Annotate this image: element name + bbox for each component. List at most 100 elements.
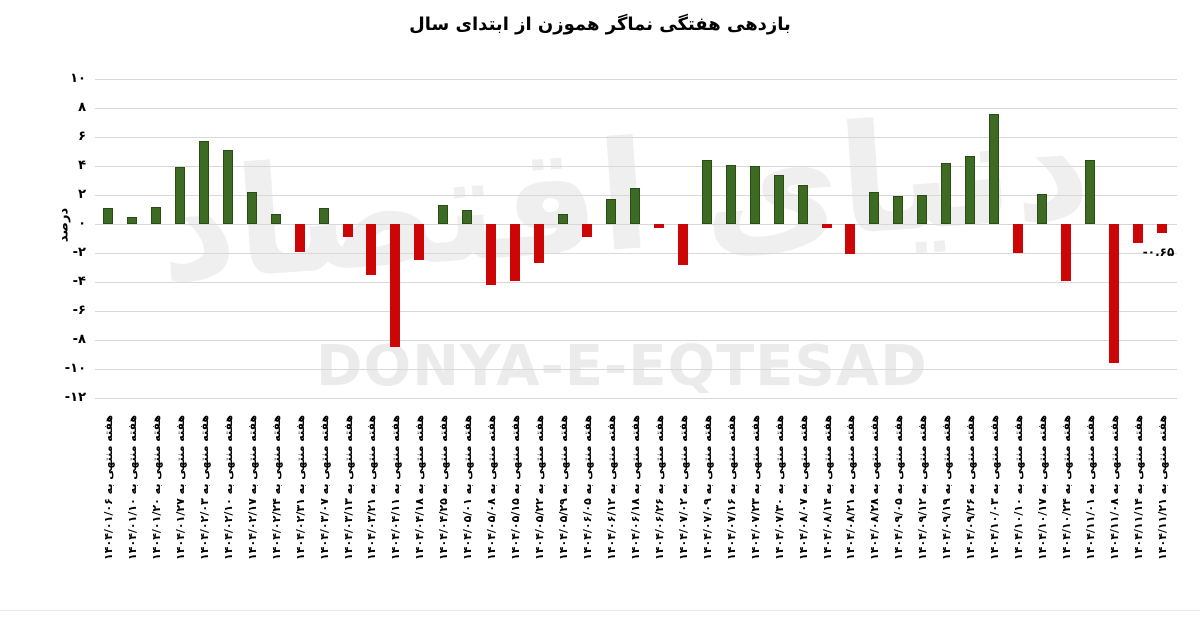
chart-bar [1013, 224, 1024, 253]
x-tick-label: هفته منتهی به ۱۴۰۴/۰۲/۰۳ [197, 415, 211, 560]
chart-bar [917, 195, 928, 224]
x-tick-label: هفته منتهی به ۱۴۰۴/۰۵/۲۹ [557, 415, 571, 560]
x-tick-label: هفته منتهی به ۱۴۰۴/۱۰/۲۴ [1060, 415, 1073, 560]
y-tick-label: ۴ [78, 158, 86, 173]
x-tick-label: هفته منتهی به ۱۴۰۴/۰۱/۱۰ [125, 415, 139, 560]
chart-bar [701, 160, 712, 224]
chart-bar [582, 224, 592, 238]
x-tick-label: هفته منتهی به ۱۴۰۴/۰۱/۰۶ [102, 415, 115, 560]
chart-bar [342, 224, 353, 238]
x-tick-label: هفته منتهی به ۱۴۰۴/۰۶/۱۸ [628, 415, 642, 560]
y-tick-label: ۶ [78, 129, 86, 144]
y-tick-label: -۲ [72, 245, 86, 260]
y-tick-label: ۲ [78, 187, 86, 202]
x-tick-label: هفته منتهی به ۱۴۰۴/۱۱/۲۱ [1155, 415, 1169, 560]
gridline [95, 166, 1177, 167]
chart-bar [845, 224, 856, 255]
x-tick-label: هفته منتهی به ۱۴۰۴/۰۵/۰۱ [461, 415, 475, 560]
chart-bar [246, 192, 257, 224]
chart-bar [414, 224, 425, 261]
x-tick-label: هفته منتهی به ۱۴۰۴/۰۷/۳۰ [772, 415, 786, 560]
y-tick-label: -۶ [72, 303, 86, 318]
chart-bar [965, 155, 976, 224]
x-tick-label: هفته منتهی به ۱۴۰۴/۰۴/۱۱ [389, 415, 403, 560]
chart-title: بازدهی هفتگی نماگر هموزن از ابتدای سال [409, 14, 791, 35]
chart-bar [534, 224, 545, 264]
chart-bar [366, 224, 377, 275]
chart-bar [629, 187, 640, 224]
x-tick-label: هفته منتهی به ۱۴۰۴/۰۳/۰۷ [317, 415, 331, 560]
chart-bar [1156, 224, 1167, 234]
x-tick-label: هفته منتهی به ۱۴۰۴/۰۵/۱۵ [509, 415, 523, 560]
chart-bar [174, 167, 185, 224]
x-tick-label: هفته منتهی به ۱۴۰۴/۱۱/۱۴ [1131, 415, 1145, 560]
x-tick-label: هفته منتهی به ۱۴۰۴/۱۰/۱۰ [1012, 415, 1026, 560]
gridline [95, 79, 1177, 80]
gridline [95, 340, 1177, 341]
x-tick-label: هفته منتهی به ۱۴۰۴/۰۹/۰۵ [892, 415, 906, 560]
x-tick-label: هفته منتهی به ۱۴۰۴/۰۸/۲۸ [868, 415, 882, 560]
chart-bar [126, 216, 137, 224]
chart-bar [821, 224, 832, 229]
x-tick-label: هفته منتهی به ۱۴۰۴/۱۰/۰۳ [988, 415, 1002, 560]
x-tick-label: هفته منتهی به ۱۴۰۴/۰۲/۲۴ [269, 415, 283, 560]
x-tick-label: هفته منتهی به ۱۴۰۴/۰۲/۱۷ [245, 415, 259, 560]
x-tick-label: هفته منتهی به ۱۴۰۴/۰۶/۱۲ [604, 415, 618, 560]
chart-bar [462, 209, 473, 224]
gridline [95, 108, 1177, 109]
x-tick-label: هفته منتهی به ۱۴۰۴/۰۴/۱۸ [413, 415, 427, 560]
x-tick-label: هفته منتهی به ۱۴۰۴/۰۵/۲۲ [533, 415, 547, 560]
x-tick-label: هفته منتهی به ۱۴۰۴/۰۸/۰۷ [796, 415, 810, 560]
chart-bar [198, 141, 209, 224]
x-tick-label: هفته منتهی به ۱۴۰۴/۰۵/۰۸ [485, 415, 499, 560]
chart-bar [1037, 193, 1048, 224]
x-tick-label: هفته منتهی به ۱۴۰۴/۰۱/۲۷ [173, 415, 187, 560]
gridline [95, 398, 1177, 399]
x-tick-label: هفته منتهی به ۱۴۰۴/۰۶/۲۶ [652, 415, 666, 560]
x-tick-label: هفته منتهی به ۱۴۰۴/۰۱/۲۰ [149, 415, 163, 560]
chart-bar [1132, 224, 1143, 243]
x-tick-label: هفته منتهی به ۱۴۰۴/۰۲/۱۰ [221, 415, 235, 560]
chart-bar [558, 213, 569, 224]
chart-bar [1108, 224, 1119, 364]
chart-bar [677, 224, 688, 265]
chart-bar [150, 206, 161, 224]
x-tick-label: هفته منتهی به ۱۴۰۴/۱۱/۰۱ [1083, 415, 1097, 560]
y-tick-label: ۸ [78, 100, 86, 115]
chart-bar [989, 113, 1000, 224]
y-tick-label: ۱۰ [70, 71, 86, 86]
last-value-annotation: -۰.۶۵ [1142, 245, 1175, 259]
x-tick-label: هفته منتهی به ۱۴۰۴/۰۲/۳۱ [293, 415, 307, 560]
chart-bar [797, 184, 808, 224]
x-tick-label: هفته منتهی به ۱۴۰۴/۱۱/۰۸ [1107, 415, 1121, 560]
gridline [95, 137, 1177, 138]
y-tick-label: ۰ [78, 216, 86, 231]
chart-bar [103, 208, 113, 224]
x-tick-label: هفته منتهی به ۱۴۰۴/۰۷/۰۲ [676, 415, 690, 560]
gridline [95, 224, 1177, 225]
x-tick-label: هفته منتهی به ۱۴۰۴/۰۸/۲۱ [844, 415, 858, 560]
y-tick-label: -۴ [72, 274, 86, 289]
x-tick-label: هفته منتهی به ۱۴۰۴/۰۹/۱۲ [916, 415, 930, 560]
chart-bar [318, 208, 329, 224]
x-tick-label: هفته منتهی به ۱۴۰۴/۱۰/۱۷ [1036, 415, 1050, 560]
x-tick-label: هفته منتهی به ۱۴۰۴/۰۹/۲۶ [964, 415, 978, 560]
chart-bar [510, 224, 521, 281]
x-tick-label: هفته منتهی به ۱۴۰۴/۰۷/۰۹ [700, 415, 714, 560]
chart-bar [605, 199, 616, 224]
chart-bar [941, 163, 952, 224]
x-tick-label: هفته منتهی به ۱۴۰۴/۰۷/۲۳ [748, 415, 762, 560]
chart-bar [390, 224, 401, 348]
chart-bar [749, 166, 760, 224]
chart-bar [1084, 160, 1095, 224]
y-tick-label: -۱۲ [64, 390, 86, 405]
gridline [95, 253, 1177, 254]
x-tick-label: هفته منتهی به ۱۴۰۴/۰۹/۱۹ [940, 415, 954, 560]
bottom-border-line [0, 610, 1200, 611]
gridline [95, 369, 1177, 370]
chart-bar [486, 224, 497, 285]
gridline [95, 311, 1177, 312]
chart-bar [893, 196, 904, 224]
chart-bar [653, 224, 664, 229]
